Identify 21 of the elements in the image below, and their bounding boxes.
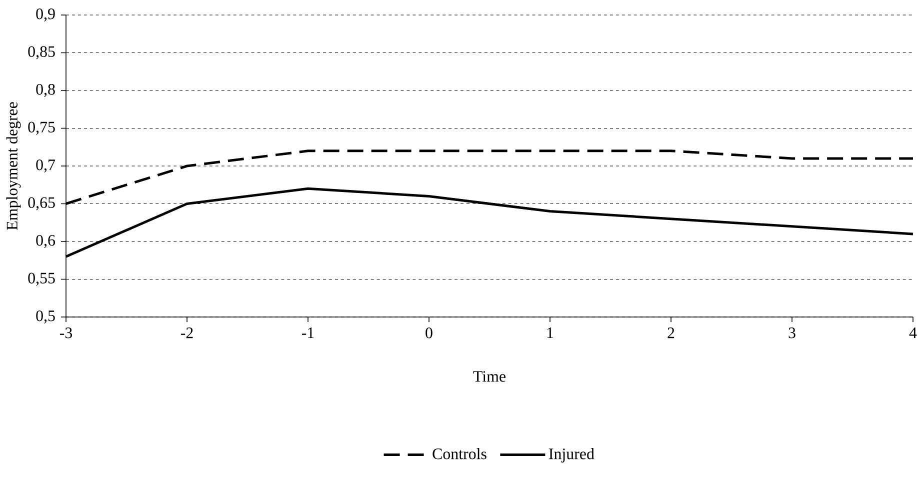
y-tick-label: 0,65 [28,197,55,210]
x-tick-label: 3 [788,328,796,338]
x-tick-label: 2 [668,328,674,338]
y-tick-label: 0,6 [36,234,56,248]
legend-label: Injured [549,448,594,462]
x-axis-title: Time [473,371,506,382]
x-tick-label: 1 [547,328,554,338]
y-tick-label: 0,8 [36,84,55,98]
x-tick-label: 4 [909,328,917,338]
x-tick-label: -3 [60,328,72,338]
x-tick-label: -1 [302,328,314,338]
y-tick-label: 0,55 [28,272,55,286]
y-tick-label: 0,7 [36,159,56,173]
y-tick-label: 0,5 [36,310,55,324]
x-tick-label: 0 [426,328,432,338]
y-tick-label: 0,75 [28,122,55,135]
x-tick-label: -2 [180,328,193,338]
y-tick-label: 0,85 [28,46,55,60]
y-axis-title: Employment degree [6,102,21,230]
legend-label: Controls [432,448,486,460]
y-tick-label: 0,9 [36,8,55,22]
